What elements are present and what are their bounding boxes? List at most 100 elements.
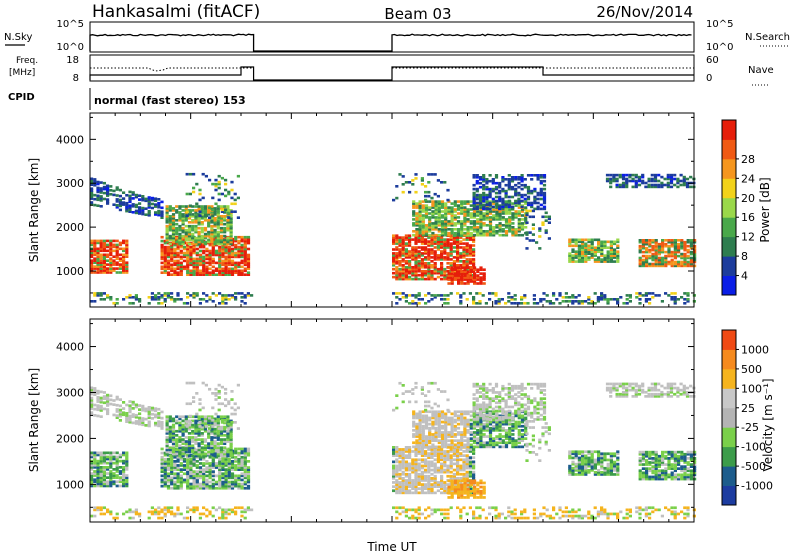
velocity-cell (398, 489, 402, 493)
power-cell (689, 250, 693, 254)
velocity-cell (198, 486, 203, 490)
power-cell (131, 197, 135, 200)
velocity-cell (134, 510, 138, 514)
power-cell (485, 214, 489, 217)
velocity-cell (243, 466, 247, 469)
power-cell (504, 231, 509, 235)
velocity-cell (194, 423, 198, 427)
power-cell (637, 175, 642, 179)
power-cell (234, 239, 238, 243)
velocity-cell (226, 429, 230, 433)
power-cell (433, 262, 437, 265)
power-cell (138, 198, 142, 201)
power-cell (450, 206, 454, 209)
velocity-cell (99, 480, 103, 484)
power-cell (653, 173, 658, 177)
power-cell (408, 234, 412, 237)
power-cell (115, 243, 119, 247)
velocity-cell (102, 461, 106, 465)
power-cell (417, 246, 421, 249)
power-cell (106, 192, 110, 195)
power-cell (214, 237, 219, 241)
power-cell (657, 183, 661, 187)
power-cell (473, 272, 477, 275)
power-cell (536, 191, 540, 195)
nsky-label: N.Sky (4, 32, 32, 43)
power-cell (240, 259, 244, 263)
velocity-cell (138, 412, 142, 416)
velocity-cell (211, 478, 215, 482)
power-cell (450, 268, 454, 271)
power-cell (187, 221, 192, 224)
power-cell (408, 244, 412, 247)
power-cell (657, 252, 661, 256)
power-cell (171, 217, 176, 220)
power-cell (457, 272, 461, 275)
power-cell (459, 294, 463, 297)
velocity-cell (443, 483, 447, 486)
velocity-cell (112, 476, 116, 479)
power-cell (192, 251, 196, 255)
power-cell (401, 264, 405, 267)
power-cell (498, 212, 502, 215)
velocity-cell (414, 460, 418, 464)
power-cell (417, 256, 421, 259)
velocity-cell (122, 512, 126, 516)
power-cell (195, 261, 199, 265)
power-cell (488, 230, 493, 233)
velocity-cell (417, 483, 421, 486)
velocity-cell (203, 444, 208, 448)
velocity-cell (178, 417, 182, 421)
velocity-cell (178, 429, 182, 433)
power-cell (434, 228, 438, 231)
velocity-cell (433, 462, 437, 466)
power-cell (187, 224, 192, 228)
power-cell (443, 238, 447, 241)
velocity-cell (173, 512, 177, 516)
power-cell (460, 231, 464, 235)
velocity-cell (433, 474, 437, 478)
power-cell (539, 187, 543, 191)
velocity-cell (420, 483, 424, 486)
velocity-cell (210, 423, 214, 427)
power-cell (163, 294, 167, 297)
power-cell (689, 240, 693, 244)
velocity-cell (99, 468, 103, 471)
power-cell (404, 267, 408, 271)
velocity-cell (102, 468, 106, 471)
velocity-cell (195, 478, 199, 482)
power-cell (609, 177, 613, 181)
power-cell (520, 222, 525, 225)
power-cell (468, 258, 472, 261)
velocity-cell (144, 409, 148, 413)
velocity-cell (218, 478, 222, 482)
power-cell (670, 239, 674, 242)
power-cell (430, 264, 434, 267)
power-cell (210, 232, 214, 236)
power-cell (226, 215, 230, 218)
velocity-cell (208, 472, 212, 476)
power-cell (181, 242, 185, 246)
power-cell (673, 260, 677, 264)
velocity-cell (170, 464, 174, 467)
velocity-cell (109, 455, 113, 459)
power-cell (115, 267, 119, 270)
power-cell (511, 233, 515, 237)
power-cell (472, 238, 476, 241)
velocity-cell (430, 485, 434, 488)
power-cell (510, 185, 515, 189)
velocity-cell (165, 450, 169, 454)
power-cell (428, 200, 432, 203)
velocity-cell (189, 482, 193, 486)
power-cell (197, 219, 201, 222)
power-cell (211, 271, 215, 274)
velocity-cell (176, 476, 180, 480)
velocity-cell (210, 436, 214, 439)
power-cell (99, 261, 103, 264)
power-cell (187, 242, 192, 246)
power-cell (195, 267, 199, 271)
velocity-cell (147, 410, 151, 413)
velocity-cell (122, 401, 126, 404)
power-cell (651, 264, 655, 268)
